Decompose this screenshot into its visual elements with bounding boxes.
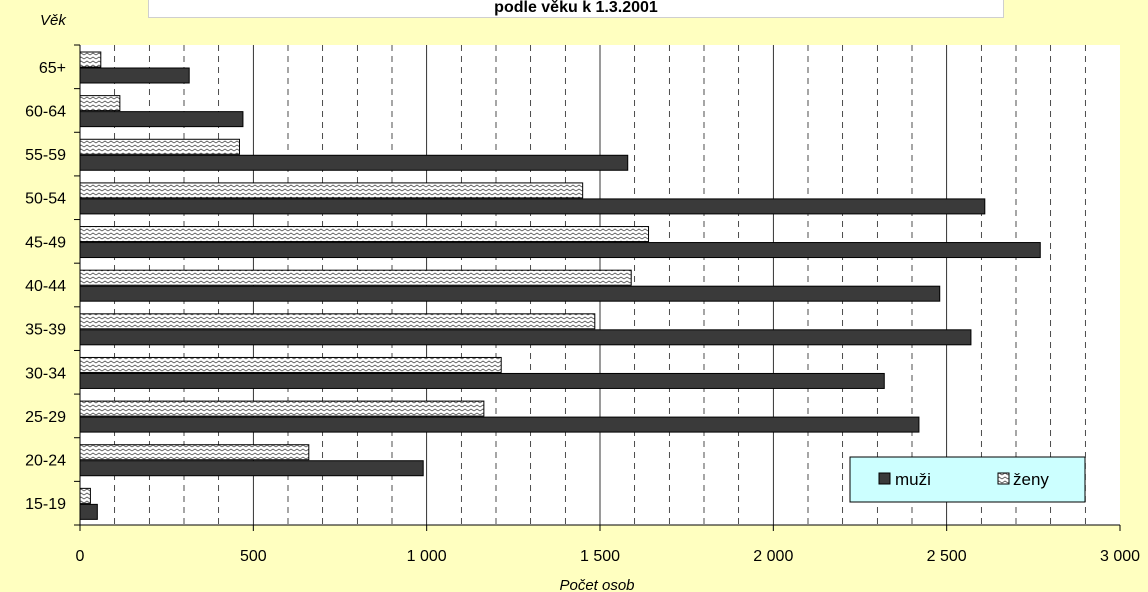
x-tick-label: 500: [240, 548, 267, 565]
bar-zeny: [79, 400, 485, 417]
y-tick-label: 50-54: [25, 191, 66, 208]
bar-zeny: [79, 226, 650, 243]
x-tick-label: 3 000: [1100, 548, 1140, 565]
x-tick-label: 2 000: [753, 548, 793, 565]
bar-zeny: [79, 487, 91, 504]
bar-zeny: [79, 138, 240, 155]
bar-muzi: [79, 67, 190, 84]
bar-muzi: [79, 372, 885, 389]
bars: [79, 51, 1041, 520]
x-tick-label: 1 500: [580, 548, 620, 565]
bar-zeny: [79, 182, 584, 199]
bar-muzi: [79, 416, 920, 433]
x-axis-title: Počet osob: [559, 577, 634, 592]
bar-zeny: [79, 444, 310, 461]
bar-zeny: [79, 313, 596, 330]
x-tick-label: 2 500: [927, 548, 967, 565]
y-axis-title: Věk: [40, 12, 67, 29]
y-tick-label: 25-29: [25, 409, 66, 426]
bar-zeny: [79, 95, 121, 112]
bar-muzi: [79, 154, 629, 171]
legend-label-zeny: ženy: [1013, 470, 1049, 489]
y-tick-label: 65+: [39, 60, 66, 77]
chart-title: podle věku k 1.3.2001: [148, 0, 1004, 18]
y-tick-label: 35-39: [25, 322, 66, 339]
bar-zeny: [79, 356, 502, 373]
legend-swatch-muzi: [878, 472, 891, 485]
bar-muzi: [79, 329, 972, 346]
bar-muzi: [79, 503, 98, 520]
x-tick-label: 0: [76, 548, 85, 565]
axes: 65+ 60-64 55-59 50-54 45-49 40-44 35-39 30-34 25…: [25, 44, 1140, 565]
legend: muži ženy: [849, 456, 1086, 503]
bar-muzi: [79, 242, 1041, 259]
y-tick-label: 15-19: [25, 496, 66, 513]
y-tick-label: 55-59: [25, 147, 66, 164]
bar-muzi: [79, 460, 424, 477]
bar-zeny: [79, 269, 632, 286]
y-tick-label: 20-24: [25, 453, 66, 470]
y-tick-label: 60-64: [25, 103, 66, 120]
grid: [114, 45, 1086, 525]
bar-muzi: [79, 285, 941, 302]
legend-label-muzi: muži: [895, 470, 931, 489]
x-tick-label: 1 000: [407, 548, 447, 565]
bar-muzi: [79, 198, 986, 215]
y-tick-label: 45-49: [25, 234, 66, 251]
y-tick-label: 40-44: [25, 278, 66, 295]
y-tick-label: 30-34: [25, 365, 66, 382]
bar-muzi: [79, 111, 244, 128]
bar-zeny: [79, 51, 102, 68]
legend-swatch-zeny: [997, 472, 1010, 485]
